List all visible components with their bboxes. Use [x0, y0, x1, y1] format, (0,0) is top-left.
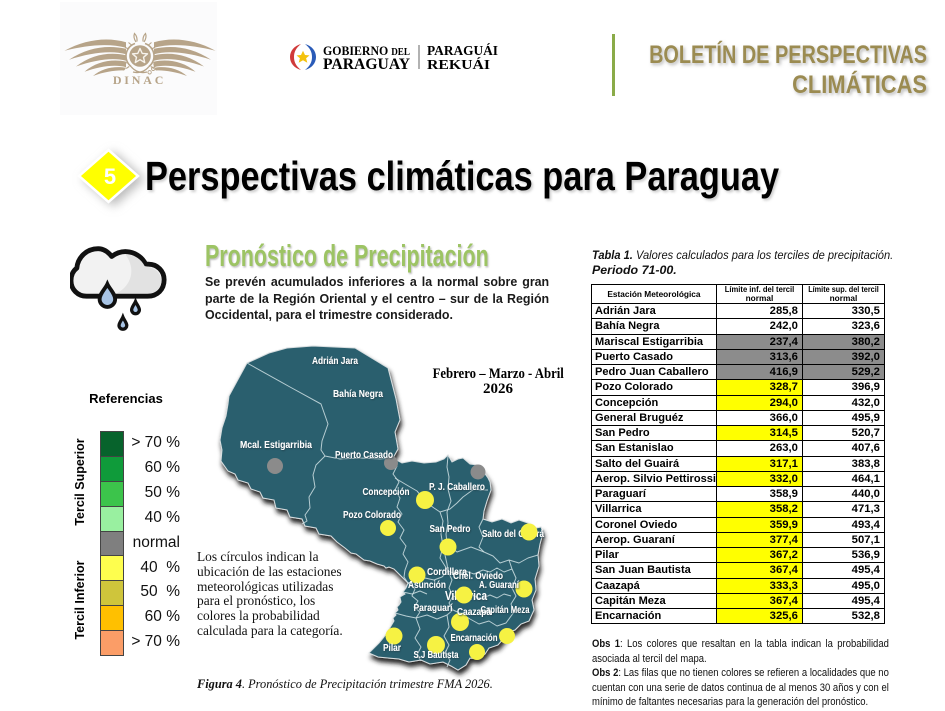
svg-text:Asunción: Asunción — [408, 580, 446, 591]
svg-text:Mcal. Estigarribia: Mcal. Estigarribia — [240, 440, 312, 451]
svg-text:5: 5 — [104, 164, 116, 189]
svg-text:Caazapá: Caazapá — [457, 607, 491, 618]
svg-text:Adrián Jara: Adrián Jara — [312, 356, 358, 367]
svg-text:Pilar: Pilar — [383, 643, 401, 654]
svg-text:Cordillera: Cordillera — [427, 567, 467, 578]
svg-text:Paraguarí: Paraguarí — [414, 603, 454, 614]
svg-text:GOBIERNO DEL: GOBIERNO DEL — [323, 43, 410, 58]
svg-text:S.J Bautista: S.J Bautista — [414, 650, 459, 661]
svg-text:PARAGUAY: PARAGUAY — [323, 56, 410, 72]
svg-text:PARAGUÁI: PARAGUÁI — [427, 42, 498, 59]
svg-text:Salto del Guairá: Salto del Guairá — [482, 529, 544, 540]
svg-text:Pozo Colorado: Pozo Colorado — [343, 510, 401, 521]
svg-text:Puerto Casado: Puerto Casado — [335, 450, 393, 461]
svg-text:DINAC: DINAC — [113, 73, 166, 87]
svg-text:REKUÁI: REKUÁI — [427, 56, 490, 72]
svg-text:Cnel. Oviedo: Cnel. Oviedo — [453, 571, 503, 582]
svg-text:Concepción: Concepción — [363, 487, 410, 498]
svg-text:A. Guaraní: A. Guaraní — [479, 580, 520, 591]
svg-text:Encarnación: Encarnación — [451, 633, 498, 644]
svg-text:San Pedro: San Pedro — [430, 524, 471, 535]
svg-text:Bahía Negra: Bahía Negra — [333, 389, 383, 400]
svg-text:Capitán Meza: Capitán Meza — [481, 605, 530, 616]
svg-text:P. J. Caballero: P. J. Caballero — [429, 482, 485, 493]
